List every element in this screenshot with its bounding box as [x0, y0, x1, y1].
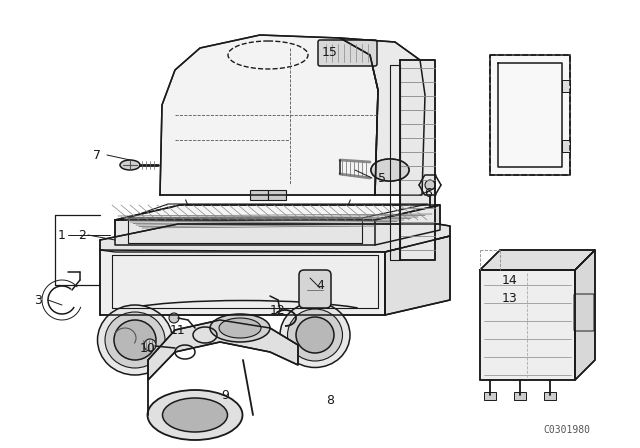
Circle shape [169, 313, 179, 323]
Polygon shape [375, 205, 440, 245]
Polygon shape [115, 220, 375, 245]
Text: 12: 12 [270, 303, 286, 316]
Text: 6: 6 [424, 186, 432, 199]
Text: C0301980: C0301980 [543, 425, 590, 435]
Polygon shape [490, 55, 570, 175]
Text: 7: 7 [93, 148, 101, 161]
Bar [562, 140, 570, 152]
Ellipse shape [287, 309, 342, 361]
Ellipse shape [114, 320, 156, 360]
Bar [268, 190, 286, 200]
Polygon shape [100, 250, 385, 315]
Text: 5: 5 [378, 172, 386, 185]
Ellipse shape [105, 312, 165, 368]
Ellipse shape [163, 398, 227, 432]
Text: 11: 11 [170, 323, 186, 336]
Polygon shape [148, 320, 298, 380]
FancyBboxPatch shape [574, 294, 594, 331]
Bar [514, 392, 526, 400]
Bar [484, 392, 496, 400]
Text: 15: 15 [322, 46, 338, 59]
Ellipse shape [120, 160, 140, 170]
Text: 14: 14 [502, 273, 518, 287]
Polygon shape [115, 245, 375, 310]
Polygon shape [400, 60, 435, 260]
Ellipse shape [97, 305, 173, 375]
Text: 9: 9 [221, 388, 229, 401]
Polygon shape [160, 35, 378, 195]
Ellipse shape [147, 390, 243, 440]
Polygon shape [100, 224, 450, 252]
Ellipse shape [219, 318, 261, 338]
Text: 13: 13 [502, 292, 518, 305]
Polygon shape [340, 38, 425, 195]
Circle shape [144, 339, 156, 351]
Ellipse shape [280, 302, 350, 367]
Polygon shape [115, 205, 440, 220]
Bar [250, 190, 268, 200]
Ellipse shape [371, 159, 409, 181]
Polygon shape [480, 270, 575, 380]
Text: 8: 8 [326, 393, 334, 406]
Bar [544, 392, 556, 400]
Text: 4: 4 [316, 279, 324, 292]
Polygon shape [480, 250, 595, 270]
Text: 3: 3 [34, 293, 42, 306]
Bar [562, 80, 570, 92]
Polygon shape [575, 250, 595, 380]
FancyBboxPatch shape [299, 270, 331, 308]
Ellipse shape [210, 314, 270, 342]
Circle shape [425, 180, 435, 190]
Text: 1: 1 [58, 228, 66, 241]
FancyBboxPatch shape [318, 40, 377, 66]
Text: 2: 2 [78, 228, 86, 241]
Text: 10: 10 [140, 341, 156, 354]
Ellipse shape [296, 317, 334, 353]
Polygon shape [385, 236, 450, 315]
